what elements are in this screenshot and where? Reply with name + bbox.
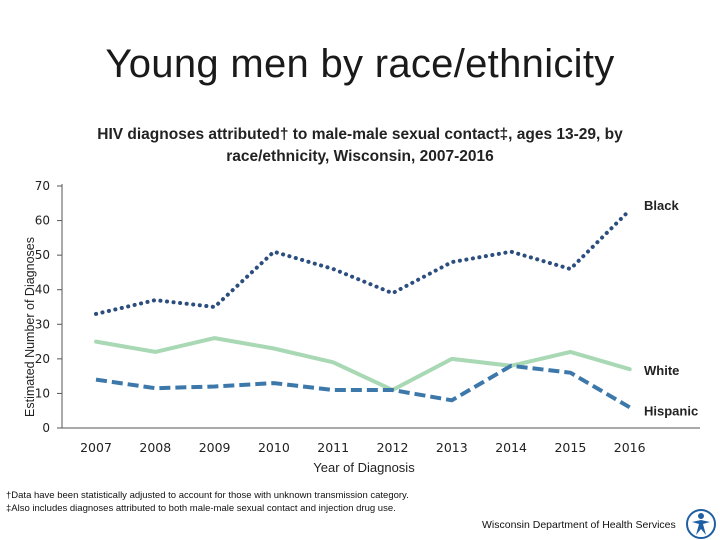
- chart-title-line-1: HIV diagnoses attributed† to male-male s…: [97, 126, 623, 143]
- line-chart: 0 10 20 30 40 50 60 70 2007 2008 2009 2010 2011 2012 2…: [23, 179, 700, 475]
- x-tick-label: 2009: [199, 440, 231, 455]
- y-tick-label: 0: [42, 421, 50, 435]
- series-line-white: [94, 336, 632, 392]
- x-tick-label: 2011: [317, 440, 349, 455]
- series-label-white: White: [644, 363, 679, 378]
- y-tick-label: 60: [35, 214, 50, 228]
- x-tick-label: 2013: [436, 440, 468, 455]
- x-tick-label: 2015: [554, 440, 586, 455]
- y-tick-label: 40: [35, 283, 50, 297]
- x-tick-label: 2010: [258, 440, 290, 455]
- y-tick-label: 30: [35, 317, 50, 331]
- chart-title: HIV diagnoses attributed† to male-male s…: [80, 124, 640, 168]
- x-tick-label: 2016: [614, 440, 646, 455]
- slide-title: Young men by race/ethnicity: [105, 42, 615, 86]
- x-tick-label: 2014: [495, 440, 527, 455]
- footnote-adjusted: †Data have been statistically adjusted t…: [6, 490, 409, 501]
- series-line-hispanic: [95, 363, 631, 410]
- x-tick-label: 2007: [80, 440, 112, 455]
- x-tick-label: 2012: [377, 440, 409, 455]
- y-axis-label: Estimated Number of Diagnoses: [23, 237, 37, 417]
- y-tick-label: 10: [35, 386, 50, 400]
- series-label-hispanic: Hispanic: [644, 403, 698, 418]
- series-label-black: Black: [644, 198, 679, 213]
- series-line-black: [94, 208, 632, 316]
- y-tick-label: 50: [35, 248, 50, 262]
- x-tick-label: 2008: [139, 440, 171, 455]
- y-tick-label: 70: [35, 179, 50, 193]
- y-tick-label: 20: [35, 352, 50, 366]
- agency-name: Wisconsin Department of Health Services: [482, 519, 676, 531]
- chart-title-line-2: race/ethnicity, Wisconsin, 2007-2016: [226, 148, 494, 165]
- dhs-logo-icon: [686, 509, 716, 539]
- footnote-includes: ‡Also includes diagnoses attributed to b…: [6, 503, 396, 514]
- x-axis-label: Year of Diagnosis: [313, 460, 415, 475]
